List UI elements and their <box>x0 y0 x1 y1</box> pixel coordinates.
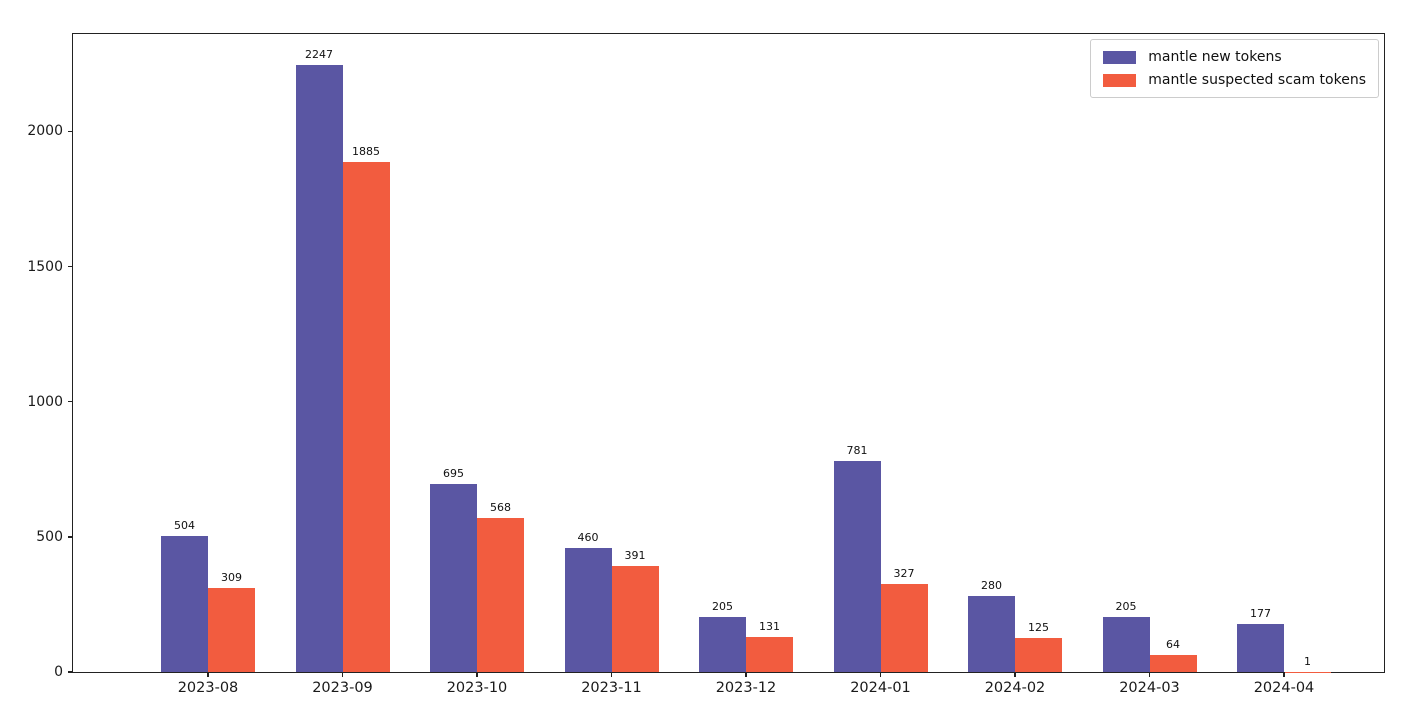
legend-swatch-icon <box>1103 50 1137 64</box>
x-tick-label: 2023-10 <box>446 680 508 696</box>
x-tick-mark <box>879 672 882 677</box>
bar-value-label: 391 <box>624 549 646 563</box>
bar-value-label: 309 <box>221 571 242 585</box>
bar-new-tokens <box>833 460 881 672</box>
x-tick-mark <box>1148 672 1151 677</box>
bar-new-tokens <box>161 535 208 672</box>
bar-value-label: 125 <box>1028 621 1049 635</box>
legend: mantle new tokens mantle suspected scam t… <box>1090 39 1379 99</box>
x-tick-label: 2023-11 <box>581 680 642 696</box>
y-tick-mark <box>68 130 73 133</box>
bar-value-label: 460 <box>577 530 599 544</box>
y-tick-label: 1000 <box>27 393 63 410</box>
bar-value-label: 280 <box>981 579 1002 593</box>
bar-value-label: 1 <box>1304 654 1311 668</box>
bar-value-label: 177 <box>1250 607 1271 621</box>
x-tick-mark <box>610 672 613 677</box>
x-tick-label: 2024-01 <box>850 680 911 696</box>
legend-label: mantle suspected scam tokens <box>1148 72 1366 89</box>
bar-value-label: 781 <box>846 443 868 457</box>
bar-value-label: 205 <box>712 599 733 613</box>
bar-value-label: 695 <box>443 467 464 481</box>
x-tick-label: 2024-04 <box>1253 680 1315 696</box>
x-tick-label: 2023-09 <box>312 680 373 696</box>
plot-area: 504 309 2247 1885 695 568 460 391 205 131 781 327 28… <box>27 33 1385 695</box>
y-tick-label: 1500 <box>27 258 63 275</box>
y-tick-label: 2000 <box>27 123 63 140</box>
x-tick-mark <box>1014 672 1016 677</box>
x-tick-label: 2024-02 <box>984 680 1046 696</box>
x-tick-mark <box>745 672 747 677</box>
bar-scam-tokens <box>880 583 928 672</box>
bar-value-label: 327 <box>893 566 915 580</box>
x-tick-mark <box>476 672 478 677</box>
bar-scam-tokens <box>208 588 255 672</box>
bar-scam-tokens <box>611 566 659 672</box>
x-tick-label: 2023-12 <box>715 680 777 696</box>
legend-label: mantle new tokens <box>1148 49 1282 65</box>
bar-new-tokens <box>430 484 477 672</box>
bar-scam-tokens <box>342 162 390 672</box>
bar-new-tokens <box>295 64 343 672</box>
y-tick-label: 500 <box>36 528 63 545</box>
bar-value-label: 2247 <box>305 47 333 61</box>
bar-scam-tokens <box>1149 654 1197 672</box>
y-tick-mark <box>68 671 73 673</box>
bar-scam-tokens <box>746 636 793 672</box>
bar-value-label: 1885 <box>352 145 380 159</box>
bar-value-label: 205 <box>1115 599 1137 613</box>
x-tick-mark <box>1283 672 1285 677</box>
bar-value-label: 568 <box>490 501 511 515</box>
y-tick-label: 0 <box>54 664 63 680</box>
bar-value-label: 504 <box>174 518 195 532</box>
x-tick-mark <box>207 672 209 677</box>
legend-swatch-icon <box>1103 73 1137 87</box>
y-tick-mark <box>68 265 73 268</box>
y-tick-mark <box>68 536 73 538</box>
y-tick-mark <box>68 400 73 403</box>
legend-item: mantle new tokens <box>1103 49 1366 65</box>
bar-scam-tokens <box>477 518 524 672</box>
bar-value-label: 131 <box>759 619 780 633</box>
bar-new-tokens <box>1102 616 1150 672</box>
bar-new-tokens <box>564 547 612 672</box>
bar-new-tokens <box>699 616 746 672</box>
bar-value-label: 64 <box>1166 637 1180 651</box>
x-tick-label: 2023-08 <box>177 680 239 696</box>
x-tick-mark <box>341 672 344 677</box>
legend-item: mantle suspected scam tokens <box>1103 72 1366 88</box>
x-tick-label: 2024-03 <box>1119 680 1180 696</box>
bar-scam-tokens <box>1015 638 1062 672</box>
bar-new-tokens <box>968 596 1015 672</box>
bar-new-tokens <box>1237 624 1284 672</box>
